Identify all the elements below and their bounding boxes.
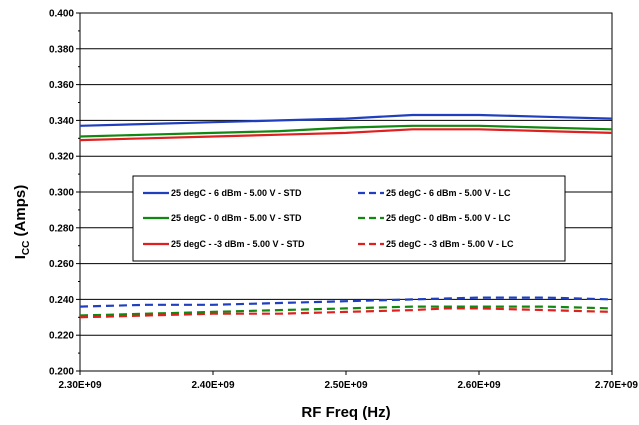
- legend-label: 25 degC - 0 dBm - 5.00 V - LC: [386, 213, 511, 223]
- legend: 25 degC - 6 dBm - 5.00 V - STD 25 degC - …: [132, 175, 566, 262]
- x-tick-label: 2.60E+09: [457, 380, 501, 391]
- y-tick-label: 0.400: [49, 9, 74, 20]
- x-tick-label: 2.50E+09: [324, 380, 368, 391]
- y-axis-ticks: 0.200 0.220 0.240 0.260 0.280 0.300 0.320 0.340…: [49, 9, 80, 378]
- series-line: [79, 124, 613, 138]
- series-line: [79, 128, 613, 142]
- y-axis-title-unit: (Amps): [12, 185, 29, 241]
- y-tick-label: 0.300: [49, 188, 74, 199]
- series-line: [79, 296, 613, 308]
- series-line: [79, 305, 613, 317]
- legend-label: 25 degC - -3 dBm - 5.00 V - STD: [171, 239, 305, 249]
- legend-label: 25 degC - -3 dBm - 5.00 V - LC: [386, 239, 514, 249]
- series-line: [79, 113, 613, 127]
- legend-box: [132, 175, 566, 262]
- y-tick-label: 0.360: [49, 80, 74, 91]
- x-tick-label: 2.30E+09: [58, 380, 102, 391]
- x-tick-label: 2.70E+09: [595, 380, 639, 391]
- legend-label: 25 degC - 6 dBm - 5.00 V - LC: [386, 188, 511, 198]
- series-line: [79, 307, 613, 319]
- y-axis-title-subscript: CC: [21, 241, 32, 255]
- y-tick-label: 0.240: [49, 295, 74, 306]
- y-tick-label: 0.280: [49, 223, 74, 234]
- legend-label: 25 degC - 6 dBm - 5.00 V - STD: [171, 188, 302, 198]
- y-tick-label: 0.380: [49, 44, 74, 55]
- y-axis-title-main: I: [12, 255, 29, 259]
- y-tick-label: 0.260: [49, 259, 74, 270]
- y-tick-label: 0.220: [49, 331, 74, 342]
- legend-label: 25 degC - 0 dBm - 5.00 V - STD: [171, 213, 302, 223]
- y-tick-label: 0.200: [49, 367, 74, 378]
- y-axis-title: ICC (Amps): [12, 185, 32, 259]
- y-tick-label: 0.320: [49, 152, 74, 163]
- x-axis-title: RF Freq (Hz): [301, 404, 390, 421]
- series-lines: [79, 113, 613, 319]
- y-tick-label: 0.340: [49, 116, 74, 127]
- x-axis-ticks: 2.30E+09 2.40E+09 2.50E+09 2.60E+09 2.70E+09: [58, 371, 638, 391]
- x-tick-label: 2.40E+09: [191, 380, 235, 391]
